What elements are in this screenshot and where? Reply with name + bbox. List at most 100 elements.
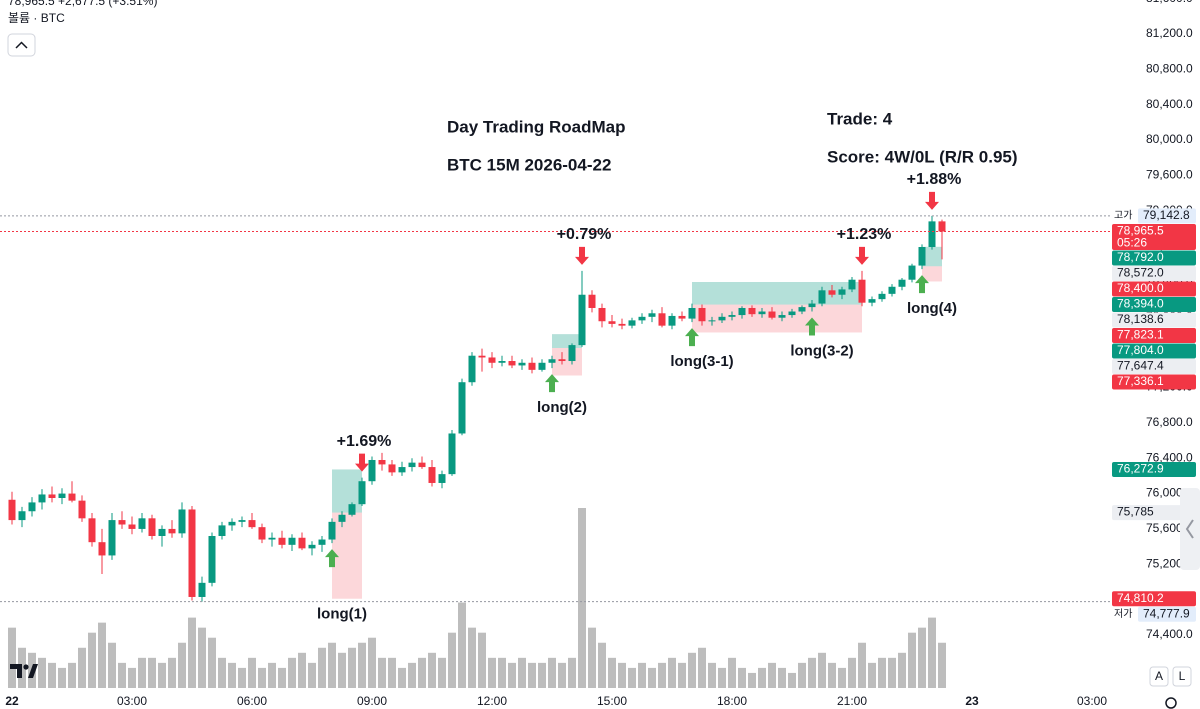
candle-body: [368, 459, 376, 482]
volume-bar: [378, 657, 386, 688]
volume-bar: [218, 657, 226, 688]
candle-body: [558, 359, 566, 362]
settings-icon[interactable]: [1165, 697, 1177, 709]
volume-bar: [528, 662, 536, 688]
candle-body: [38, 494, 46, 503]
loss-zone: [922, 266, 942, 282]
price-label-box: [1112, 296, 1196, 312]
volume-bar: [708, 662, 716, 688]
log-button[interactable]: [1172, 666, 1192, 687]
candle-body: [508, 361, 516, 366]
volume-bar: [848, 657, 856, 688]
x-tick-label: 15:00: [597, 694, 627, 708]
volume-bar: [778, 667, 786, 688]
candle-body: [608, 321, 616, 324]
volume-bar: [458, 602, 466, 688]
volume-bar: [148, 657, 156, 688]
candle-body: [928, 221, 936, 248]
volume-bar: [798, 662, 806, 688]
candle-body: [678, 315, 686, 319]
exit-arrow: [855, 246, 869, 265]
candle-body: [868, 299, 876, 303]
price-label: 77,336.1: [1117, 374, 1164, 388]
volume-bar: [408, 662, 416, 688]
y-tick-label: 76,400.0: [1146, 450, 1193, 464]
entry-arrow: [685, 328, 699, 347]
volume-bar: [268, 662, 276, 688]
side-tab[interactable]: [1180, 488, 1200, 570]
candle-body: [808, 303, 816, 308]
volume-bar: [858, 642, 866, 688]
volume-bar: [888, 657, 896, 688]
x-tick-label: 23: [965, 694, 979, 708]
volume-bar: [358, 642, 366, 688]
price-label-box: [1112, 461, 1196, 477]
candle-body: [458, 382, 466, 434]
candle-body: [148, 518, 156, 536]
candle-body: [78, 500, 86, 519]
candle-body: [588, 294, 596, 308]
profit-zone: [552, 334, 582, 348]
volume-bar: [338, 652, 346, 688]
volume-bar: [808, 657, 816, 688]
x-tick-label: 03:00: [1077, 694, 1107, 708]
auto-button[interactable]: [1149, 666, 1169, 687]
volume-bar: [628, 667, 636, 688]
volume-bar: [698, 647, 706, 688]
price-label-box: [1112, 327, 1196, 343]
volume-bar: [368, 637, 376, 688]
candle-body: [778, 315, 786, 318]
price-label: 78,138.6: [1117, 312, 1164, 326]
volume-bar: [178, 642, 186, 688]
volume-bar: [578, 508, 586, 688]
volume-bar: [288, 657, 296, 688]
collapse-button[interactable]: [7, 33, 36, 57]
volume-bar: [828, 662, 836, 688]
volume-bar: [88, 632, 96, 688]
candle-body: [268, 537, 276, 540]
volume-bar: [718, 667, 726, 688]
candle-body: [128, 524, 136, 529]
profit-zone: [332, 469, 362, 513]
exit-arrow: [925, 191, 939, 210]
x-tick-label: 12:00: [477, 694, 507, 708]
auto-button-label: A: [1155, 669, 1163, 683]
price-label: 75,785: [1117, 505, 1154, 519]
volume-bar: [188, 617, 196, 688]
candle-body: [538, 362, 546, 370]
candle-body: [438, 474, 446, 483]
volume-bar: [588, 627, 596, 688]
volume-bar: [558, 662, 566, 688]
y-tick-label: 81,200.0: [1146, 26, 1193, 40]
candle-body: [628, 320, 636, 326]
countdown: 05:26: [1117, 236, 1147, 250]
volume-bar: [748, 672, 756, 688]
price-label: 79,142.8: [1143, 208, 1190, 222]
volume-bar: [498, 657, 506, 688]
candle-body: [818, 290, 826, 304]
note-title: Day Trading RoadMap: [447, 117, 626, 136]
x-tick-label: 03:00: [117, 694, 147, 708]
candle-body: [918, 247, 926, 266]
volume-bar: [418, 657, 426, 688]
volume-bar: [168, 657, 176, 688]
candle-body: [48, 494, 56, 498]
volume-bar: [258, 667, 266, 688]
volume-bar: [688, 652, 696, 688]
entry-label: long(3-1): [670, 353, 733, 370]
y-tick-label: 79,600.0: [1146, 168, 1193, 182]
price-label-box: [1112, 358, 1196, 374]
candle-body: [658, 313, 666, 326]
entry-label: long(4): [907, 300, 957, 317]
price-label-box: [1112, 343, 1196, 359]
candle-body: [188, 509, 196, 597]
candle-body: [698, 307, 706, 322]
candle-body: [788, 311, 796, 316]
logo-part: [10, 664, 22, 678]
volume-bar: [68, 662, 76, 688]
price-label: 74,777.9: [1143, 606, 1190, 620]
candle-body: [878, 293, 886, 300]
candle-body: [198, 582, 206, 597]
candle-body: [228, 521, 236, 526]
exit-arrow: [355, 453, 369, 472]
